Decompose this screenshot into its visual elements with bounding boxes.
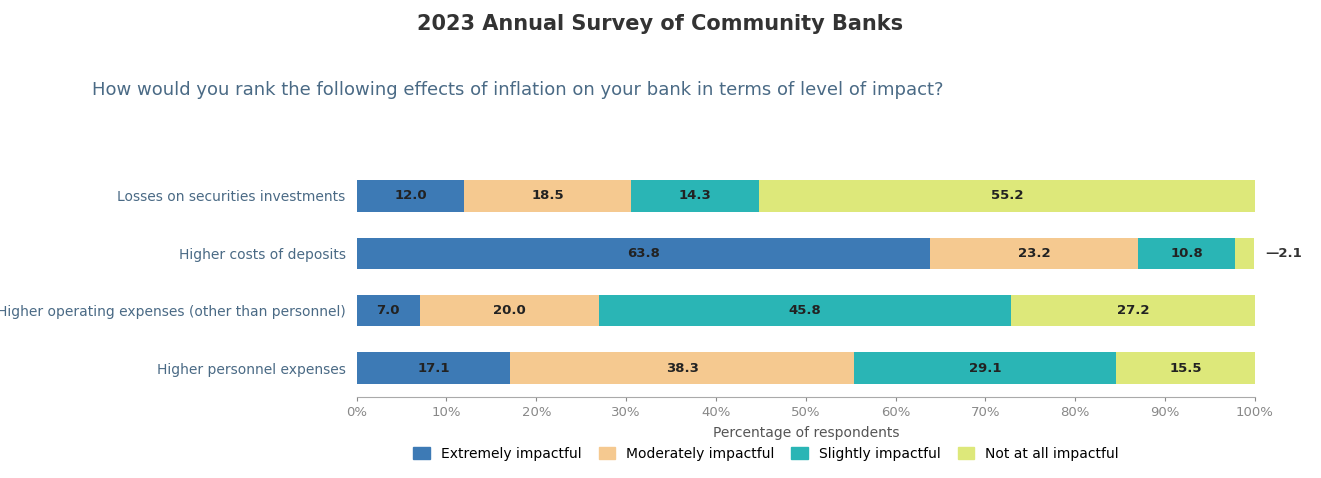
- Text: 15.5: 15.5: [1169, 361, 1202, 375]
- Text: 12.0: 12.0: [394, 189, 427, 203]
- Text: 27.2: 27.2: [1116, 304, 1149, 317]
- Text: 18.5: 18.5: [531, 189, 564, 203]
- Text: 7.0: 7.0: [376, 304, 400, 317]
- Bar: [855, 352, 1116, 384]
- Bar: [1116, 352, 1255, 384]
- Text: 17.1: 17.1: [417, 361, 449, 375]
- Text: 10.8: 10.8: [1170, 247, 1203, 260]
- Legend: Extremely impactful, Moderately impactful, Slightly impactful, Not at all impact: Extremely impactful, Moderately impactfu…: [408, 441, 1124, 466]
- Text: 14.3: 14.3: [679, 189, 711, 203]
- Text: 29.1: 29.1: [968, 361, 1001, 375]
- Bar: [510, 352, 855, 384]
- Text: 55.2: 55.2: [991, 189, 1024, 203]
- Text: 20.0: 20.0: [493, 304, 526, 317]
- Bar: [357, 352, 510, 384]
- Bar: [930, 238, 1139, 269]
- Text: 23.2: 23.2: [1017, 247, 1050, 260]
- Text: 38.3: 38.3: [666, 361, 699, 375]
- Bar: [630, 180, 760, 212]
- Bar: [1011, 295, 1255, 326]
- Text: 45.8: 45.8: [789, 304, 822, 317]
- Bar: [760, 180, 1255, 212]
- Text: 2023 Annual Survey of Community Banks: 2023 Annual Survey of Community Banks: [417, 14, 904, 34]
- Bar: [465, 180, 630, 212]
- Bar: [357, 180, 465, 212]
- Bar: [420, 295, 600, 326]
- Bar: [1235, 238, 1254, 269]
- X-axis label: Percentage of respondents: Percentage of respondents: [712, 426, 900, 440]
- Text: 63.8: 63.8: [626, 247, 659, 260]
- Bar: [357, 238, 930, 269]
- Bar: [1139, 238, 1235, 269]
- Bar: [357, 295, 420, 326]
- Text: How would you rank the following effects of inflation on your bank in terms of l: How would you rank the following effects…: [92, 81, 945, 99]
- Text: —2.1: —2.1: [1264, 247, 1301, 260]
- Bar: [600, 295, 1011, 326]
